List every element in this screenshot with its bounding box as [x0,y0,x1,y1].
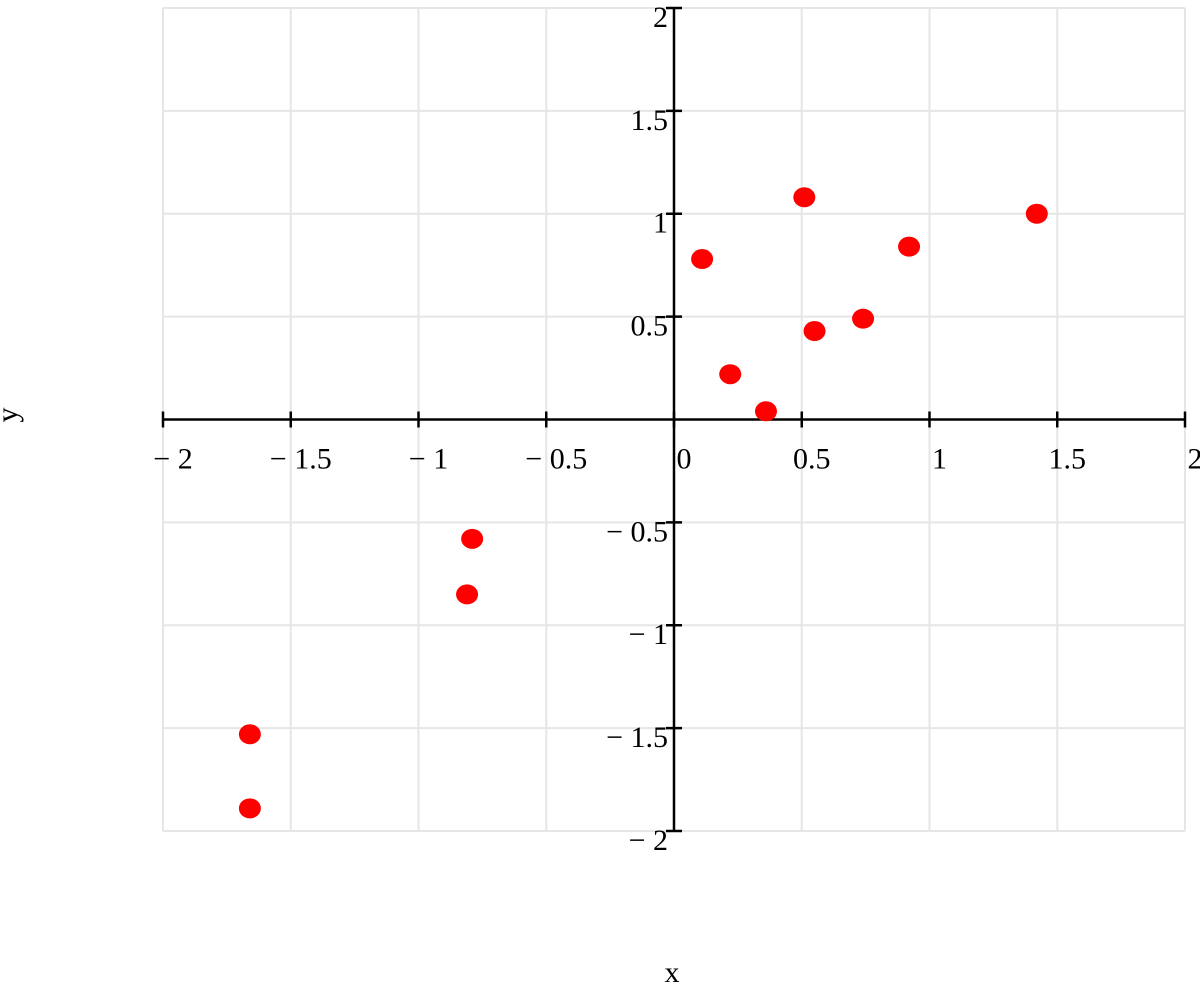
x-tick-label: − 0.5 [525,442,587,475]
x-tick-label: 2 [1188,442,1200,475]
y-tick-label: 1.5 [631,104,669,137]
x-tick-label: − 1.5 [270,442,332,475]
x-axis-label: x [665,956,680,989]
point [754,401,777,422]
y-tick-label: − 1 [629,618,668,651]
point [456,584,479,605]
y-tick-label: 2 [653,1,668,34]
y-tick-label: − 2 [629,824,668,857]
point [852,308,875,329]
y-axis-label: y [0,408,24,423]
point [238,798,261,819]
point [461,528,484,549]
point [719,364,742,385]
x-tick-label: − 2 [153,442,192,475]
y-tick-label: − 1.5 [606,721,668,754]
y-tick-label: 1 [653,207,668,240]
point [238,724,261,745]
x-tick-label: − 1 [409,442,448,475]
point [793,187,816,208]
point [691,249,714,270]
y-tick-label: − 0.5 [606,515,668,548]
point [803,321,826,342]
x-tick-label: 0.5 [793,442,831,475]
x-tick-label: 1.5 [1049,442,1087,475]
x-tick-label: 1 [932,442,947,475]
x-tick-label: 0 [677,442,692,475]
point [1025,203,1048,224]
y-tick-label: 0.5 [631,310,669,343]
point [898,236,921,257]
